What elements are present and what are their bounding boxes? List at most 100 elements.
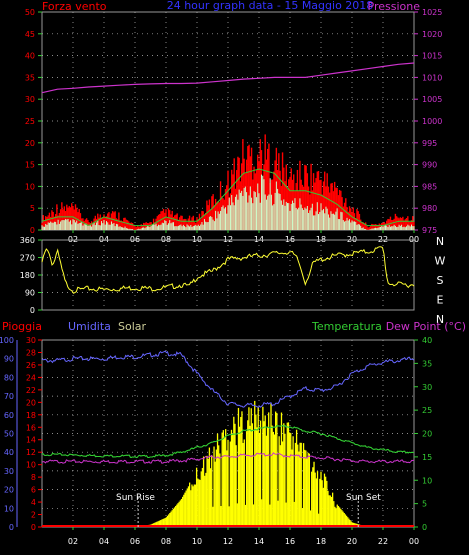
direction-y-tick-label: 270: [20, 254, 35, 263]
climate-series: [41, 350, 415, 527]
gust-average-line: [41, 168, 414, 227]
dewpoint-axis-label: Dew Point (°C): [386, 320, 466, 333]
rain-y-tick-label: 30: [26, 336, 36, 345]
rain-y-tick-label: 22: [26, 386, 36, 395]
pressure-y-tick-label: 975: [422, 226, 437, 235]
dewpoint-line: [41, 452, 415, 464]
humidity-y-tick-label: 100: [0, 336, 14, 345]
wind-y-tick-label: 25: [25, 117, 35, 126]
temperature-axis-label: Temperatura: [311, 320, 382, 333]
climate-x-tick-label: 18: [316, 537, 326, 546]
compass-label: W: [435, 255, 446, 268]
rain-y-tick-label: 20: [26, 398, 36, 407]
climate-x-tick-label: 22: [378, 537, 388, 546]
wind-series: [41, 62, 415, 230]
rain-axis-label: Pioggia: [2, 320, 42, 333]
rain-y-tick-label: 28: [26, 348, 36, 357]
direction-y-axis: 360 270 180 90 0: [20, 236, 42, 315]
wind-y-tick-label: 30: [25, 95, 35, 104]
compass-label: E: [437, 294, 444, 307]
wind-y-tick-label: 15: [25, 161, 35, 170]
humidity-y-tick-label: 70: [4, 392, 14, 401]
temperature-line: [41, 424, 415, 459]
climate-x-axis: 02 04 06 08 10 12 14 16 18 20 22 00: [68, 527, 419, 546]
direction-series: [41, 246, 415, 294]
wind-y-tick-label: 40: [25, 52, 35, 61]
wind-y-tick-label: 45: [25, 30, 35, 39]
chart-title: 24 hour graph data - 15 Maggio 2018: [167, 0, 374, 12]
wind-y-tick-label: 5: [30, 204, 35, 213]
wind-y-tick-label: 35: [25, 73, 35, 82]
climate-x-tick-label: 20: [347, 537, 357, 546]
compass-label: N: [436, 313, 444, 326]
pressure-y-tick-label: 1010: [422, 73, 442, 82]
temperature-y-axis: 0 5 10 15 20 25 30 35 40: [414, 336, 432, 532]
climate-x-tick-label: 02: [68, 537, 78, 546]
rain-y-tick-label: 16: [26, 423, 36, 432]
pressure-y-tick-label: 1000: [422, 117, 442, 126]
wind-y-axis: 0 5 10 15 20 25 30 35 40 45 50: [25, 8, 42, 235]
humidity-y-tick-label: 50: [4, 430, 14, 439]
rain-y-tick-label: 24: [26, 373, 36, 382]
pressure-line: [41, 62, 415, 94]
pressure-y-tick-label: 1015: [422, 52, 442, 61]
rain-y-tick-label: 0: [31, 523, 36, 532]
direction-y-tick-label: 360: [20, 236, 35, 245]
pressure-y-tick-label: 995: [422, 139, 437, 148]
humidity-y-tick-label: 10: [4, 504, 14, 513]
rain-y-tick-label: 10: [26, 461, 36, 470]
humidity-axis-label: Umidita: [68, 320, 111, 333]
humidity-line: [41, 350, 415, 409]
wind-pressure-panel: Forza vento 24 hour graph data - 15 Magg…: [25, 0, 443, 244]
direction-y-tick-label: 180: [20, 271, 35, 280]
humidity-y-axis: 0 10 20 30 40 50 60 70 80 90 100: [0, 336, 18, 532]
rain-y-tick-label: 4: [31, 498, 36, 507]
climate-x-tick-label: 06: [130, 537, 140, 546]
pressure-y-axis: 975 980 985 990 995 1000 1005 1010 1015 1020 1025: [414, 8, 442, 235]
humidity-y-tick-label: 0: [9, 523, 14, 532]
pressure-y-tick-label: 980: [422, 204, 437, 213]
climate-x-tick-label: 16: [285, 537, 295, 546]
climate-x-tick-label: 12: [223, 537, 233, 546]
humidity-y-tick-label: 60: [4, 411, 14, 420]
rain-y-tick-label: 26: [26, 361, 36, 370]
pressure-y-tick-label: 990: [422, 161, 437, 170]
sunrise-annotation: Sun Rise: [116, 493, 155, 503]
compass-label: N: [436, 235, 444, 248]
climate-panel: Pioggia Umidita Solar Temperatura Dew Po…: [0, 320, 466, 546]
temperature-y-tick-label: 30: [422, 383, 432, 392]
wind-x-axis: 02 04 06 08 10 12 14 16 18 20 22 00: [68, 230, 419, 244]
pressure-y-tick-label: 1025: [422, 8, 442, 17]
pressure-y-tick-label: 1020: [422, 30, 442, 39]
solar-axis-label: Solar: [118, 320, 147, 333]
climate-x-tick-label: 04: [99, 537, 109, 546]
rain-y-tick-label: 12: [26, 448, 36, 457]
rain-y-tick-label: 14: [26, 436, 36, 445]
pressure-y-tick-label: 1005: [422, 95, 442, 104]
temperature-y-tick-label: 20: [422, 430, 432, 439]
rain-y-tick-label: 18: [26, 411, 36, 420]
sunset-annotation: Sun Set: [346, 493, 381, 503]
climate-x-tick-label: 14: [254, 537, 264, 546]
climate-x-tick-label: 00: [409, 537, 419, 546]
temperature-y-tick-label: 5: [422, 500, 427, 509]
temperature-y-tick-label: 40: [422, 336, 432, 345]
wind-y-tick-label: 0: [30, 226, 35, 235]
wind-y-tick-label: 50: [25, 8, 35, 17]
humidity-y-tick-label: 80: [4, 373, 14, 382]
rain-y-tick-label: 6: [31, 486, 36, 495]
wind-y-tick-label: 20: [25, 139, 35, 148]
direction-line: [41, 246, 415, 294]
temperature-y-tick-label: 25: [422, 406, 432, 415]
humidity-y-tick-label: 30: [4, 467, 14, 476]
temperature-y-tick-label: 0: [422, 523, 427, 532]
wind-y-tick-label: 10: [25, 182, 35, 191]
temperature-y-tick-label: 10: [422, 476, 432, 485]
temperature-y-tick-label: 35: [422, 359, 432, 368]
climate-x-tick-label: 10: [192, 537, 202, 546]
humidity-y-tick-label: 40: [4, 448, 14, 457]
rain-y-tick-label: 8: [31, 473, 36, 482]
humidity-y-tick-label: 20: [4, 486, 14, 495]
